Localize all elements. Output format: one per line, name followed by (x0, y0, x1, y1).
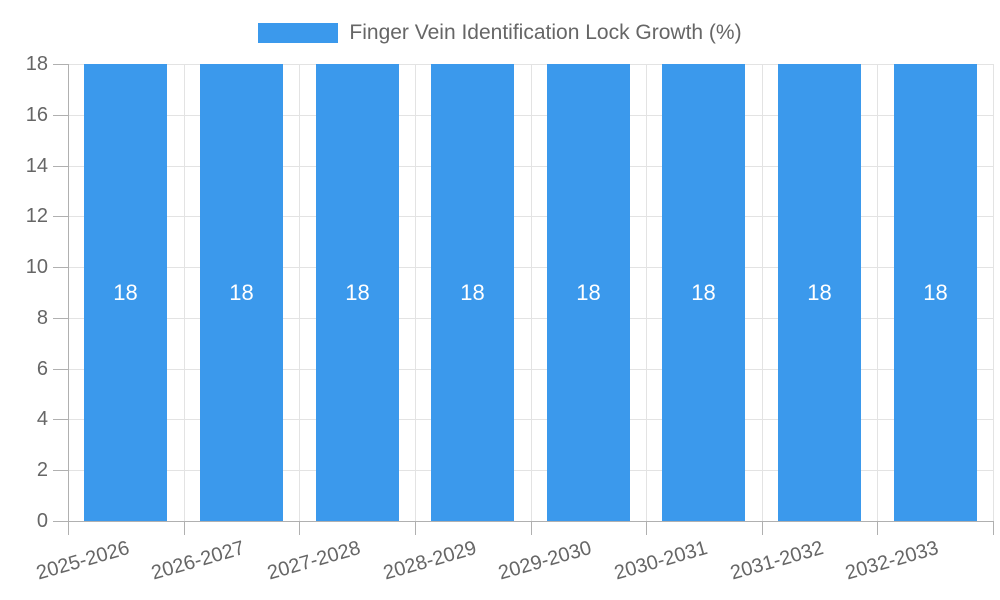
y-gridline (68, 267, 993, 268)
x-tick-label: 2027-2028 (265, 536, 364, 585)
y-axis-tick (53, 318, 68, 319)
y-axis-tick (53, 267, 68, 268)
y-gridline (68, 419, 993, 420)
x-axis-tick (531, 521, 532, 535)
y-tick-label: 6 (36, 358, 48, 380)
x-tick-label: 2030-2031 (612, 536, 711, 585)
x-gridline (993, 64, 994, 521)
y-tick-label: 4 (36, 408, 48, 430)
bar-value-label: 18 (807, 279, 832, 305)
y-tick-label: 10 (25, 256, 48, 278)
x-gridline (646, 64, 647, 521)
x-axis-line (68, 521, 993, 522)
y-axis-tick (53, 470, 68, 471)
x-axis-tick (646, 521, 647, 535)
y-gridline (68, 318, 993, 319)
y-tick-label: 16 (25, 104, 48, 126)
legend-swatch-icon (258, 22, 339, 43)
y-gridline (68, 166, 993, 167)
y-axis-line (68, 64, 69, 535)
y-axis-tick (53, 216, 68, 217)
y-tick-label: 12 (25, 205, 48, 227)
y-gridline (68, 470, 993, 471)
legend-label: Finger Vein Identification Lock Growth (… (349, 21, 742, 44)
y-axis-tick (53, 64, 68, 65)
bar-2028-2029[interactable]: 18 (431, 64, 514, 521)
y-tick-label: 2 (36, 459, 48, 481)
bar-value-label: 18 (229, 279, 254, 305)
y-gridline (68, 115, 993, 116)
y-tick-label: 8 (36, 307, 48, 329)
y-tick-label: 0 (36, 510, 48, 532)
x-tick-label: 2028-2029 (381, 536, 480, 585)
x-axis-tick (877, 521, 878, 535)
bar-2029-2030[interactable]: 18 (547, 64, 630, 521)
x-gridline (877, 64, 878, 521)
y-gridline (68, 369, 993, 370)
bar-2030-2031[interactable]: 18 (662, 64, 745, 521)
y-axis-tick (53, 521, 68, 522)
x-axis-tick (415, 521, 416, 535)
x-gridline (762, 64, 763, 521)
x-axis-tick (299, 521, 300, 535)
bar-value-label: 18 (460, 279, 485, 305)
x-gridline (531, 64, 532, 521)
y-axis-tick (53, 419, 68, 420)
x-tick-label: 2025-2026 (34, 536, 133, 585)
x-axis-tick (184, 521, 185, 535)
chart-legend-item[interactable]: Finger Vein Identification Lock Growth (… (0, 22, 1000, 43)
x-gridline (415, 64, 416, 521)
y-axis-tick (53, 369, 68, 370)
x-tick-label: 2031-2032 (728, 536, 827, 585)
x-tick-label: 2029-2030 (496, 536, 595, 585)
x-gridline (299, 64, 300, 521)
bar-value-label: 18 (576, 279, 601, 305)
bar-2031-2032[interactable]: 18 (778, 64, 861, 521)
y-axis-tick (53, 115, 68, 116)
x-gridline (184, 64, 185, 521)
y-tick-label: 18 (25, 53, 48, 75)
bar-value-label: 18 (691, 279, 716, 305)
bar-2026-2027[interactable]: 18 (200, 64, 283, 521)
y-tick-label: 14 (25, 155, 48, 177)
bar-value-label: 18 (345, 279, 370, 305)
bar-value-label: 18 (113, 279, 138, 305)
x-axis-tick (762, 521, 763, 535)
x-axis-tick (993, 521, 994, 535)
bar-2032-2033[interactable]: 18 (894, 64, 977, 521)
y-axis-tick (53, 166, 68, 167)
bar-value-label: 18 (923, 279, 948, 305)
x-tick-label: 2026-2027 (149, 536, 248, 585)
bar-2027-2028[interactable]: 18 (316, 64, 399, 521)
y-gridline (68, 216, 993, 217)
x-tick-label: 2032-2033 (843, 536, 942, 585)
bar-2025-2026[interactable]: 18 (84, 64, 167, 521)
y-gridline (68, 64, 993, 65)
